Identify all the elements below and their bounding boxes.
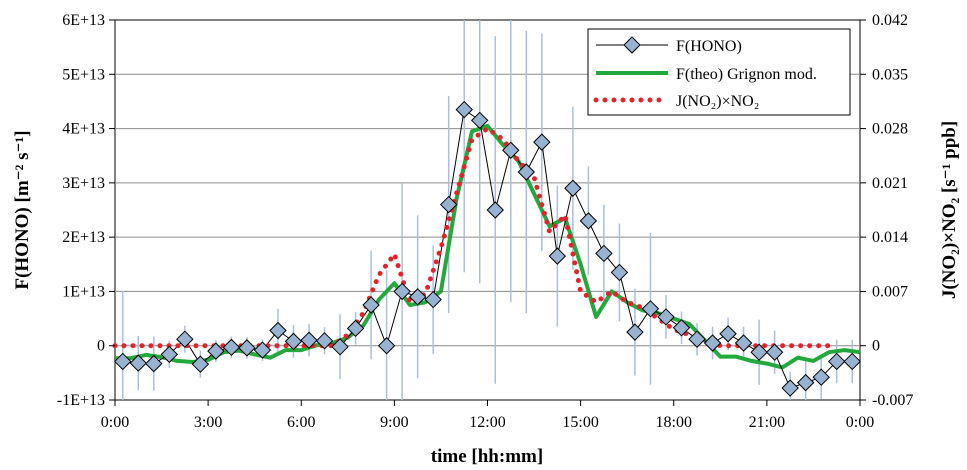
data-point-hono <box>626 323 644 341</box>
data-point-hono <box>579 212 598 230</box>
y2-tick-label: 0.028 <box>872 121 908 138</box>
data-point-hono <box>486 201 504 219</box>
data-point-hono <box>160 345 179 364</box>
y2-axis-title: J(NO₂)×NO₂ [s⁻¹ ppb] <box>939 121 960 299</box>
data-point-hono <box>222 338 241 357</box>
series-line-theo <box>115 123 861 370</box>
data-point-hono <box>269 321 287 340</box>
axes <box>109 19 866 406</box>
x-tick-label: 3:00 <box>194 414 222 431</box>
y-tick-label: 6E+13 <box>62 12 105 29</box>
x-tick-label: 12:00 <box>469 414 505 431</box>
data-point-hono <box>331 338 349 356</box>
y-tick-label: 0 <box>97 338 105 355</box>
x-tick-label: 21:00 <box>749 414 785 431</box>
data-point-hono <box>828 352 846 371</box>
y2-tick-label: 0.014 <box>872 229 908 246</box>
data-point-hono <box>719 325 737 343</box>
y2-tick-label: 0.021 <box>872 175 908 192</box>
y2-tick-label: 0.007 <box>872 283 908 300</box>
data-point-hono <box>377 337 396 355</box>
x-tick-label: 0:00 <box>846 414 874 431</box>
data-point-hono <box>688 330 706 348</box>
data-point-hono <box>657 308 675 326</box>
data-point-hono <box>315 332 334 350</box>
data-point-hono <box>207 342 225 360</box>
data-point-hono <box>610 263 629 282</box>
y-tick-label: -1E+13 <box>57 392 105 409</box>
data-point-hono <box>191 355 210 373</box>
data-point-hono <box>595 244 613 263</box>
data-point-hono <box>346 319 365 338</box>
y2-tick-label: 0 <box>872 338 880 355</box>
data-point-hono <box>238 339 256 357</box>
data-point-hono <box>439 195 458 214</box>
data-point-hono <box>734 334 753 352</box>
data-point-hono <box>393 282 411 301</box>
data-point-hono <box>362 296 380 314</box>
series-markers <box>114 100 861 397</box>
legend: F(HONO) F(theo) Grignon mod. J(NO₂)×NO₂ <box>587 28 851 116</box>
y2-tick-label: -0.007 <box>872 392 913 409</box>
data-point-hono <box>300 331 318 349</box>
y2-tick-label: 0.042 <box>872 12 908 29</box>
data-point-hono <box>129 354 147 372</box>
x-axis-title: time [hh:mm] <box>431 446 543 467</box>
data-point-hono <box>517 163 536 181</box>
data-point-hono <box>176 330 194 348</box>
y-axis-title: F(HONO) [m⁻² s⁻¹] <box>12 130 33 289</box>
data-point-hono <box>502 141 520 159</box>
data-point-hono <box>455 100 473 119</box>
x-tick-label: 0:00 <box>101 414 129 431</box>
y-tick-label: 5E+13 <box>62 66 105 83</box>
x-tick-label: 15:00 <box>562 414 598 431</box>
legend-label: J(NO₂)×NO₂ <box>676 93 759 110</box>
x-tick-label: 6:00 <box>287 414 315 431</box>
legend-label: F(theo) Grignon mod. <box>676 66 817 83</box>
data-point-hono <box>424 290 442 309</box>
data-point-hono <box>781 379 799 397</box>
data-point-hono <box>641 300 660 318</box>
x-tick-label: 9:00 <box>380 414 408 431</box>
data-point-hono <box>408 288 427 306</box>
data-point-hono <box>765 343 784 361</box>
data-point-hono <box>114 352 132 371</box>
y2-tick-label: 0.035 <box>872 66 908 83</box>
y-tick-label: 3E+13 <box>62 175 105 192</box>
data-point-hono <box>253 341 272 359</box>
data-point-hono <box>533 133 551 151</box>
x-tick-label: 18:00 <box>656 414 692 431</box>
tick-labels: -1E+13 0 1E+13 2E+13 3E+13 4E+13 5E+13 6E+13 -0.… <box>57 12 913 431</box>
legend-label: F(HONO) <box>676 38 742 55</box>
data-point-hono <box>548 247 567 265</box>
data-point-hono <box>471 111 489 130</box>
y-tick-label: 1E+13 <box>62 283 105 300</box>
data-point-hono <box>750 343 768 361</box>
y-tick-label: 4E+13 <box>62 121 105 138</box>
y-tick-label: 2E+13 <box>62 229 105 246</box>
data-point-hono <box>672 319 691 337</box>
data-point-hono <box>284 332 303 351</box>
data-point-hono <box>564 179 582 197</box>
data-point-hono <box>145 354 163 373</box>
data-point-hono <box>796 373 815 392</box>
data-point-hono <box>703 334 722 352</box>
data-point-hono <box>812 368 830 386</box>
data-point-hono <box>843 352 861 371</box>
legend-marker-hono <box>623 36 641 54</box>
